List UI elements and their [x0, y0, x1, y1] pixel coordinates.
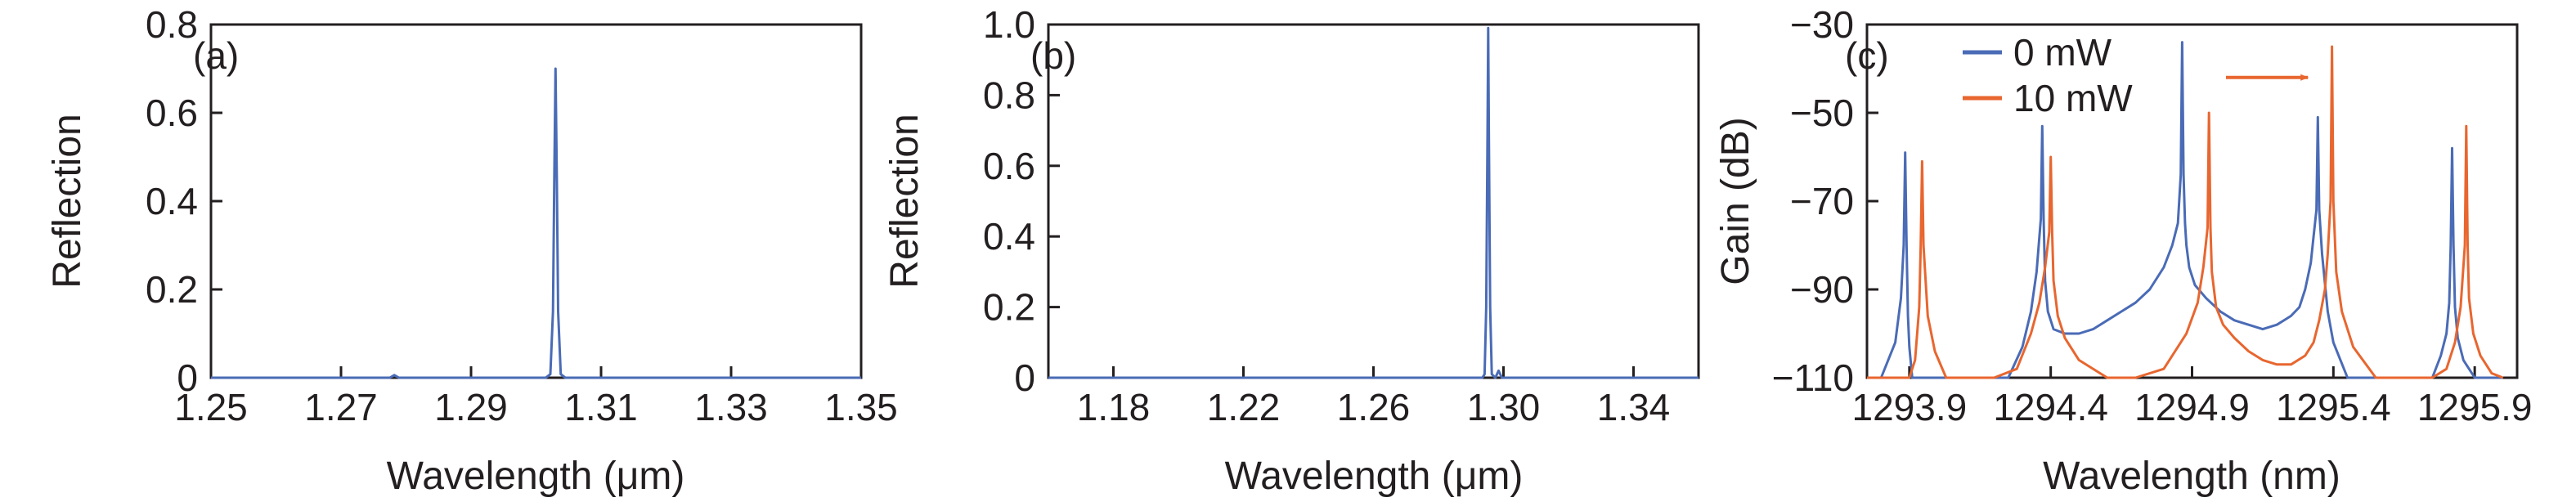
series-line-0 [211, 67, 861, 379]
panel-b: 1.18 1.22 1.26 1.30 1.34 0 0.2 0.4 0.6 0.8 1.0 (b)… [883, 3, 1700, 498]
x-axis-label-b: Wavelength (μm) [1225, 455, 1524, 498]
x-tick-label: 1.29 [434, 386, 508, 428]
x-axis-label-c: Wavelength (nm) [2043, 455, 2340, 498]
x-tick-label: 1.18 [1077, 386, 1151, 428]
y-tick-label: 0.8 [146, 3, 198, 46]
y-tick-label: −110 [1772, 356, 1854, 399]
x-tick-label: 1295.4 [2276, 386, 2391, 428]
series-line-0-mw [1867, 41, 2503, 379]
y-tick-label: 0 [1014, 356, 1035, 399]
x-tick-label: 1.35 [824, 386, 898, 428]
plot-frame-b [1047, 23, 1700, 379]
y-tick-label: −50 [1790, 92, 1854, 134]
ticks-c [1867, 23, 2476, 379]
tick-labels-c: 1293.9 1294.4 1294.9 1295.4 1295.9 −110 −90 −70… [1772, 3, 2533, 428]
y-tick-label: 0.4 [983, 215, 1035, 258]
y-tick-label: 0.2 [146, 268, 198, 311]
x-tick-label: 1.30 [1467, 386, 1541, 428]
y-axis-label-b: Reflection [883, 114, 927, 288]
x-tick-label: 1.25 [174, 386, 248, 428]
ticks-b [1048, 23, 1635, 379]
ticks-a [209, 23, 863, 379]
y-axis-label-c: Gain (dB) [1714, 117, 1757, 285]
y-tick-label: −70 [1790, 180, 1854, 222]
x-tick-label: 1.26 [1337, 386, 1411, 428]
legend-label-10mw: 10 mW [2013, 77, 2133, 119]
x-tick-label: 1.33 [694, 386, 768, 428]
x-tick-label: 1.34 [1597, 386, 1671, 428]
legend: 0 mW 10 mW [1963, 31, 2133, 119]
panel-label-a: (a) [193, 34, 239, 77]
y-tick-label: 1.0 [983, 3, 1035, 46]
x-axis-label-a: Wavelength (μm) [387, 455, 685, 498]
series-layer-c [1867, 41, 2504, 379]
tick-labels-a: 1.25 1.27 1.29 1.31 1.33 1.35 0 0.2 0.4 0.6 0.8 [146, 3, 898, 428]
series-line-0 [1048, 26, 1699, 379]
y-tick-label: −30 [1790, 3, 1854, 46]
panel-c: 1293.9 1294.4 1294.9 1295.4 1295.9 −110 −90 −70… [1714, 3, 2533, 498]
legend-label-0mw: 0 mW [2013, 31, 2112, 74]
plot-frame-c [1865, 23, 2519, 379]
panel-label-b: (b) [1030, 34, 1076, 77]
series-line-10-mw [1867, 45, 2504, 379]
series-layer-b [1048, 26, 1699, 379]
y-axis-label-a: Reflection [46, 114, 89, 288]
tick-labels-b: 1.18 1.22 1.26 1.30 1.34 0 0.2 0.4 0.6 0.8 1.0 [983, 3, 1670, 428]
panel-label-c: (c) [1845, 34, 1889, 77]
x-tick-label: 1295.9 [2417, 386, 2533, 428]
plot-frame-a [209, 23, 863, 379]
y-tick-label: 0 [177, 356, 198, 399]
x-tick-label: 1294.9 [2134, 386, 2250, 428]
y-tick-label: 0.4 [146, 180, 198, 222]
x-tick-label: 1.31 [564, 386, 638, 428]
y-tick-label: 0.2 [983, 286, 1035, 329]
panel-a: 1.25 1.27 1.29 1.31 1.33 1.35 0 0.2 0.4 0.6 0.8 (a… [46, 3, 898, 498]
y-tick-label: 0.8 [983, 74, 1035, 116]
y-tick-label: 0.6 [146, 92, 198, 134]
y-tick-label: 0.6 [983, 145, 1035, 187]
series-layer-a [211, 67, 861, 379]
x-tick-label: 1293.9 [1851, 386, 1967, 428]
x-tick-label: 1.22 [1207, 386, 1281, 428]
x-tick-label: 1.27 [304, 386, 378, 428]
x-tick-label: 1294.4 [1993, 386, 2108, 428]
y-tick-label: −90 [1790, 268, 1854, 311]
